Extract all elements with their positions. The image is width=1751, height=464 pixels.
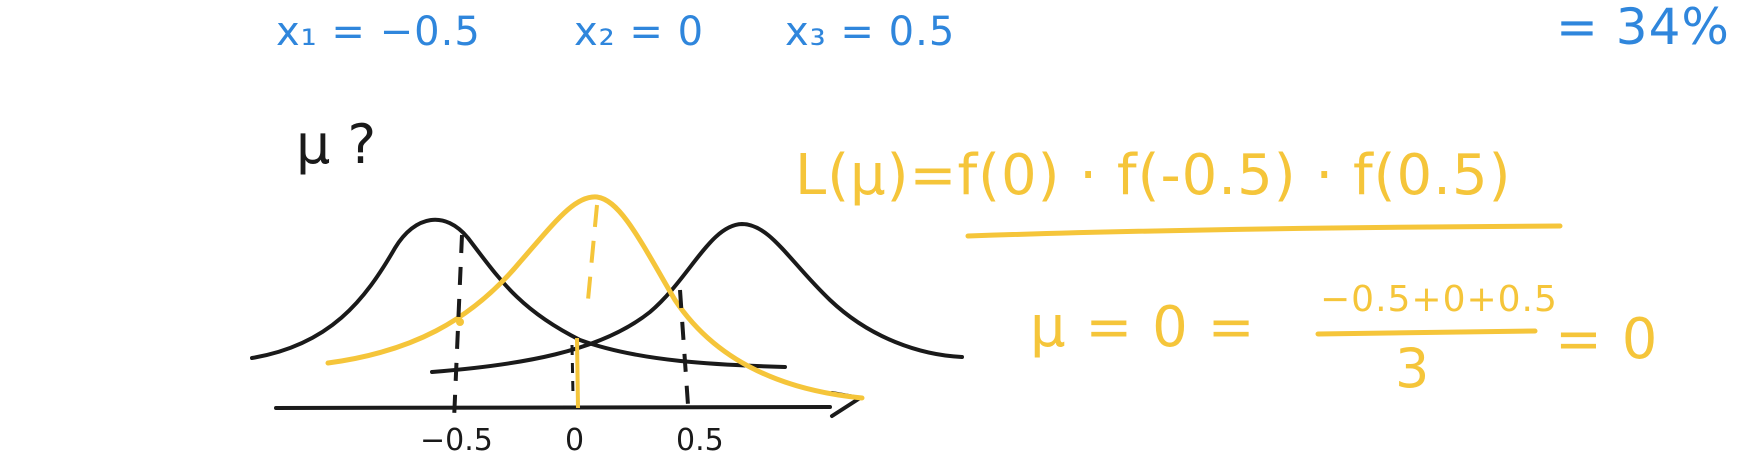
- observation-x2: x₂ = 0: [574, 9, 705, 55]
- tick-label-neg: −0.5: [420, 423, 493, 458]
- mu-equation-right: = 0: [1555, 307, 1659, 372]
- gold-zero-marker: [575, 337, 580, 409]
- mu-equation-left: μ = 0 =: [1030, 295, 1256, 360]
- fraction-numerator: −0.5+0+0.5: [1320, 279, 1558, 320]
- observation-x1: x₁ = −0.5: [276, 9, 481, 55]
- density-curve-pos: [430, 221, 964, 374]
- dashed-line-center: [586, 204, 599, 301]
- fraction-bar: [1315, 328, 1538, 337]
- x-axis: [274, 405, 832, 410]
- dashed-line-neg: [452, 234, 464, 421]
- tick-label-pos: 0.5: [676, 423, 724, 458]
- density-curve-neg: [250, 217, 787, 369]
- fraction-denominator: 3: [1395, 337, 1431, 400]
- percent-fragment: = 34%: [1556, 0, 1730, 56]
- mu-question: μ ?: [296, 113, 377, 176]
- observation-x3: x₃ = 0.5: [785, 9, 956, 55]
- tick-label-zero: 0: [565, 423, 585, 458]
- dashed-line-pos: [678, 289, 690, 406]
- density-curve-zero: [325, 194, 865, 401]
- black-zero-marker: [570, 344, 575, 396]
- point-neg: [456, 318, 464, 326]
- likelihood-underline: [965, 223, 1563, 239]
- likelihood-formula: L(μ)=f(0) · f(-0.5) · f(0.5): [795, 143, 1512, 208]
